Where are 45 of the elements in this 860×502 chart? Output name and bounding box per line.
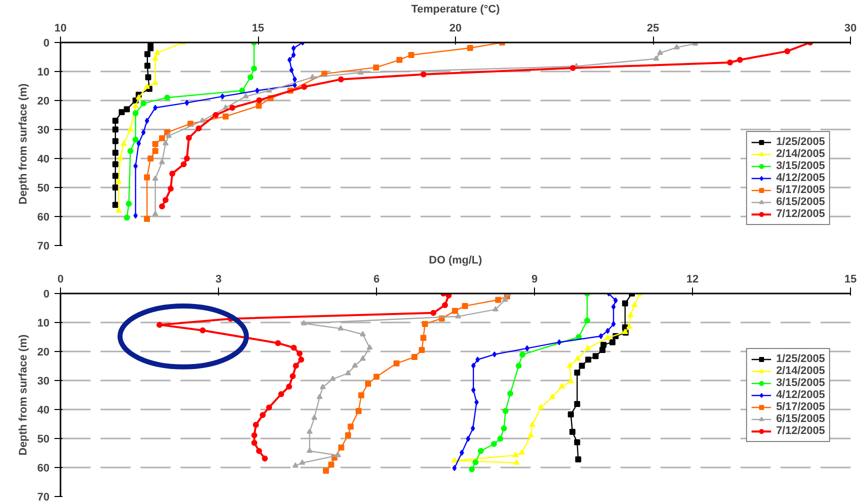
x-tick-label: 12 (686, 274, 699, 286)
legend-label: 2/14/2005 (776, 364, 825, 376)
y-axis-title: Depth from surface (m) (17, 334, 30, 456)
legend-label: 1/25/2005 (776, 136, 825, 148)
y-tick-label: 60 (37, 212, 50, 224)
legend-label: 4/12/2005 (776, 172, 825, 184)
x-tick-label: 20 (449, 22, 462, 34)
y-tick-label: 0 (43, 288, 50, 300)
legend-label: 1/25/2005 (776, 352, 825, 364)
x-tick-label: 30 (844, 22, 857, 34)
legend-label: 3/15/2005 (776, 160, 825, 172)
y-tick-label: 50 (37, 434, 50, 446)
y-tick-label: 0 (43, 38, 50, 50)
x-tick-label: 3 (215, 274, 222, 286)
y-tick-label: 50 (37, 182, 50, 194)
legend-label: 7/12/2005 (776, 424, 825, 436)
x-tick-label: 25 (646, 22, 660, 34)
legend-label: 4/12/2005 (776, 388, 825, 400)
x-tick-label: 15 (844, 274, 857, 286)
y-tick-label: 20 (37, 96, 50, 108)
x-tick-label: 6 (373, 274, 380, 286)
legend-label: 6/15/2005 (776, 412, 825, 424)
y-tick-label: 60 (37, 462, 50, 474)
x-tick-label: 9 (531, 274, 538, 286)
y-tick-label: 40 (37, 404, 50, 416)
y-tick-label: 30 (37, 124, 50, 136)
x-tick-label: 15 (252, 22, 264, 34)
legend-label: 2/14/2005 (776, 148, 825, 160)
y-tick-label: 70 (37, 240, 50, 252)
legend-label: 7/12/2005 (776, 208, 825, 220)
x-tick-label: 0 (57, 274, 64, 286)
y-tick-label: 70 (37, 492, 50, 502)
legend-label: 5/17/2005 (776, 184, 825, 196)
legend-label: 5/17/2005 (776, 400, 825, 412)
y-tick-label: 40 (37, 154, 50, 166)
y-tick-label: 20 (37, 346, 50, 358)
y-tick-label: 30 (37, 376, 50, 388)
x-tick-label: 10 (54, 22, 67, 34)
y-tick-label: 10 (37, 318, 50, 330)
y-tick-label: 10 (37, 66, 50, 78)
x-axis-title: DO (mg/L) (428, 254, 482, 266)
x-axis-title: Temperature (°C) (411, 4, 500, 16)
legend-label: 3/15/2005 (776, 376, 825, 388)
y-axis-title: Depth from surface (m) (17, 83, 30, 205)
legend-label: 6/15/2005 (776, 196, 825, 208)
